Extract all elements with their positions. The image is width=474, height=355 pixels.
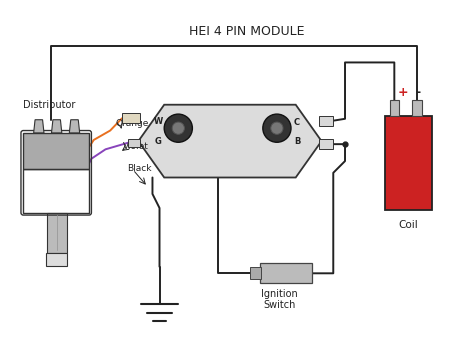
Text: -: - <box>415 86 420 99</box>
Text: Coil: Coil <box>399 220 418 230</box>
Bar <box>128 138 140 147</box>
Polygon shape <box>138 105 321 178</box>
Text: Orange: Orange <box>116 119 149 128</box>
Polygon shape <box>52 120 62 133</box>
Bar <box>319 115 333 126</box>
Text: G: G <box>155 137 162 146</box>
Text: B: B <box>294 137 301 146</box>
Text: +: + <box>398 86 408 99</box>
Bar <box>47 213 66 253</box>
Text: HEI 4 PIN MODULE: HEI 4 PIN MODULE <box>189 26 304 38</box>
Text: C: C <box>294 118 300 127</box>
Circle shape <box>263 114 291 142</box>
Circle shape <box>271 122 283 134</box>
Bar <box>412 100 421 116</box>
Text: Ignition
Switch: Ignition Switch <box>261 289 298 310</box>
Text: Black: Black <box>127 164 151 173</box>
Bar <box>261 263 312 283</box>
Bar <box>23 133 89 169</box>
Circle shape <box>172 122 184 134</box>
Bar <box>319 139 333 149</box>
Text: W: W <box>154 117 163 126</box>
Bar <box>122 113 140 124</box>
Bar <box>385 116 432 211</box>
Bar <box>46 253 67 266</box>
Bar <box>23 169 89 213</box>
Polygon shape <box>69 120 80 133</box>
Bar <box>250 267 262 279</box>
Bar <box>390 100 399 116</box>
Circle shape <box>164 114 192 142</box>
Text: Violet: Violet <box>123 142 149 151</box>
Polygon shape <box>34 120 44 133</box>
Text: Distributor: Distributor <box>23 100 76 110</box>
